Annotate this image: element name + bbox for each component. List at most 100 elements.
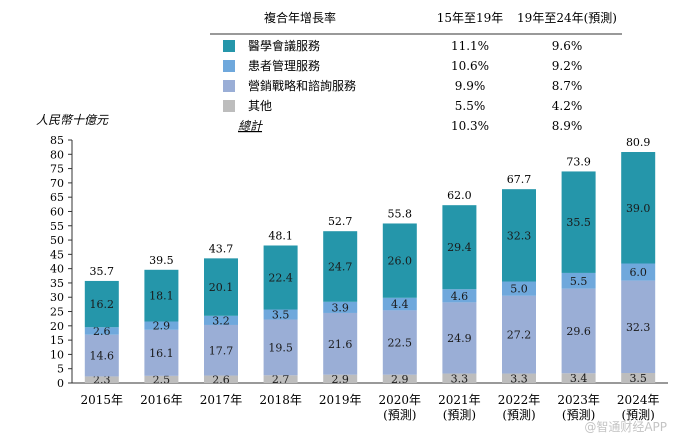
bar-segment [204,258,238,316]
legend-total-cagr2: 8.9% [552,119,583,133]
x-tick-note: (預測) [383,408,416,422]
bar-segment [144,329,179,376]
bar-segment [502,189,536,282]
bar-total-label: 55.8 [388,207,413,220]
bar-total-label: 35.7 [90,265,115,278]
bar-segment [323,231,358,302]
bar-segment [84,327,119,335]
bar-value-label: 3.5 [272,309,290,322]
bar-value-label: 16.2 [90,298,115,311]
bar-segment [382,223,417,298]
bar-value-label: 14.6 [90,350,115,363]
bar-segment [84,334,119,377]
x-tick-label: 2019年 [319,393,362,407]
legend-cagr2: 9.6% [552,39,583,53]
x-tick-note: (預測) [622,408,655,422]
bar-value-label: 2.6 [212,373,230,386]
y-tick-label: 55 [50,220,64,233]
bar-value-label: 24.9 [447,332,472,345]
legend-swatch [223,80,235,92]
bar-segment [442,373,477,383]
bar-segment [502,373,536,383]
bar-value-label: 32.3 [507,229,532,242]
bar-segment [323,301,358,313]
legend-cagr2: 9.2% [552,59,583,73]
bar-segment [263,319,298,376]
y-tick-label: 60 [50,205,64,218]
bar-segment [621,263,656,281]
bar-value-label: 27.2 [507,329,532,342]
bar-value-label: 22.4 [268,272,293,285]
bar-segment [561,171,596,273]
bar-value-label: 35.5 [566,216,591,229]
x-tick-note: (預測) [502,408,535,422]
legend-total-label: 總計 [238,119,263,133]
bar-total-label: 80.9 [626,136,651,149]
x-tick-label: 2020年 [379,393,422,407]
x-tick-label: 2024年 [617,393,660,407]
legend-header-cagr2: 19年至24年(預測) [517,11,617,25]
bar-segment [263,375,298,383]
watermark: @智通财经APP [584,420,667,434]
bar-value-label: 24.7 [328,261,353,274]
bar-segment [263,309,298,320]
bar-segment [382,374,417,383]
bar-value-label: 17.7 [209,344,234,357]
legend-cagr1: 9.9% [455,79,486,93]
bar-segment [502,281,536,296]
bar-total-label: 48.1 [268,229,293,242]
legend-label: 其他 [248,99,272,113]
bar-value-label: 3.5 [629,372,647,385]
y-tick-label: 20 [50,320,64,333]
y-tick-label: 85 [50,134,64,147]
bar-value-label: 2.9 [153,320,171,333]
bar-total-label: 67.7 [507,173,532,186]
bar-segment [204,324,238,376]
bar-segment [502,295,536,374]
legend-label: 醫學會議服務 [248,39,320,53]
bar-total-label: 39.5 [149,254,174,267]
legend-cagr1: 5.5% [455,99,486,113]
y-tick-label: 10 [50,348,64,361]
x-tick-note: (預測) [562,408,595,422]
bar-segment [323,312,358,375]
legend-header-name: 複合年增長率 [264,10,336,25]
bar-value-label: 6.0 [629,266,647,279]
bar-segment [84,280,119,328]
x-tick-label: 2021年 [438,393,481,407]
legend-total-cagr1: 10.3% [451,119,489,133]
legend-label: 患者管理服務 [248,58,320,73]
legend-cagr1: 10.6% [451,59,489,73]
y-tick-label: 0 [57,377,64,390]
bar-value-label: 3.2 [212,314,230,327]
bar-total-label: 43.7 [209,242,234,255]
bar-value-label: 5.5 [570,275,588,288]
bar-segment [144,375,179,383]
y-tick-label: 5 [57,363,64,376]
bar-value-label: 2.3 [93,374,111,387]
y-tick-label: 70 [50,177,64,190]
x-tick-label: 2015年 [81,393,124,407]
bar-segment [442,302,477,374]
y-tick-label: 35 [50,277,64,290]
bar-value-label: 2.9 [331,373,349,386]
y-tick-label: 15 [50,334,64,347]
bar-value-label: 3.9 [331,301,349,314]
legend-header-cagr1: 15年至19年 [437,11,504,25]
legend-cagr2: 4.2% [552,99,583,113]
bar-segment [561,373,596,383]
bar-segment [323,374,358,383]
bar-value-label: 2.6 [93,325,111,338]
legend-swatch [223,40,235,52]
legend-label: 營銷戰略和諮詢服務 [248,78,356,93]
y-tick-label: 50 [50,234,64,247]
legend-table: 複合年增長率 15年至19年 19年至24年(預測) 醫學會議服務 11.1% 9.… [210,10,622,133]
bar-value-label: 29.4 [447,241,472,254]
bar-segment [621,280,656,373]
bar-value-label: 39.0 [626,202,651,215]
y-axis-label: 人民幣十億元 [36,113,109,127]
bar-segment [382,310,417,375]
bar-value-label: 5.0 [510,283,528,296]
bar-segment [442,205,477,290]
